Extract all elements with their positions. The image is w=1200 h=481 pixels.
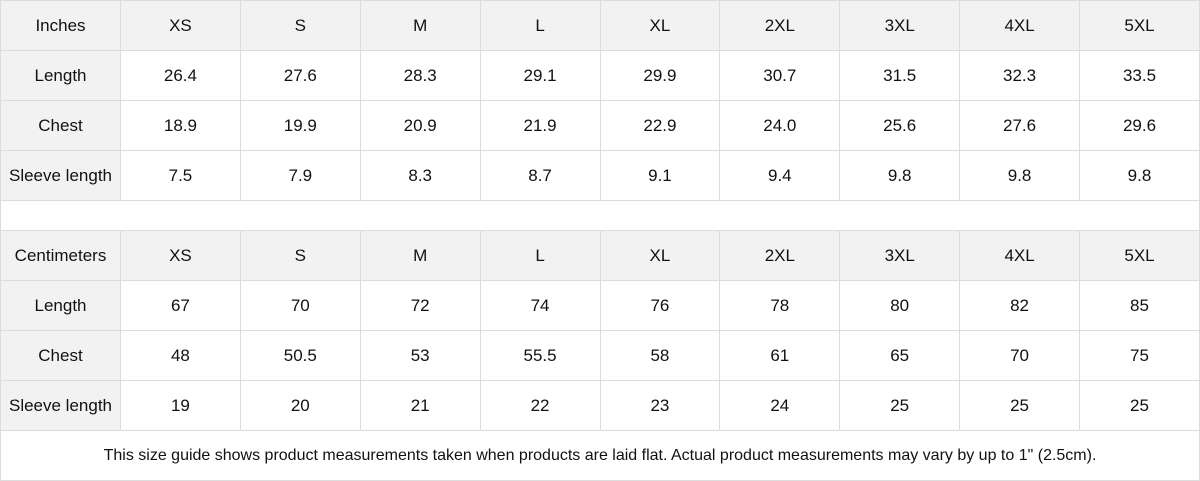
measurement-value: 7.5 — [120, 150, 241, 201]
measurement-label: Chest — [0, 100, 121, 151]
measurement-value: 25 — [959, 380, 1080, 431]
size-header: 3XL — [839, 230, 961, 281]
measurement-value: 9.4 — [719, 150, 841, 201]
measurement-value: 29.6 — [1079, 100, 1200, 151]
measurement-value: 24.0 — [719, 100, 841, 151]
size-header: M — [359, 0, 481, 51]
measurement-value: 8.3 — [359, 150, 481, 201]
table-row: Sleeve length 19 20 21 22 23 24 25 25 25 — [0, 380, 1200, 431]
size-header: XS — [120, 230, 241, 281]
size-header: XL — [599, 230, 721, 281]
measurement-value: 19.9 — [239, 100, 361, 151]
spacer — [0, 200, 1200, 231]
measurement-value: 80 — [839, 280, 961, 331]
measurement-value: 7.9 — [239, 150, 361, 201]
size-header: 4XL — [959, 0, 1080, 51]
size-header: 2XL — [719, 0, 841, 51]
measurement-value: 58 — [599, 330, 721, 381]
measurement-value: 20 — [239, 380, 361, 431]
measurement-value: 82 — [959, 280, 1080, 331]
measurement-value: 30.7 — [719, 50, 841, 101]
measurement-value: 23 — [599, 380, 721, 431]
size-header: 5XL — [1079, 230, 1200, 281]
size-header: XS — [120, 0, 241, 51]
measurement-value: 25 — [839, 380, 961, 431]
measurement-value: 27.6 — [959, 100, 1080, 151]
measurement-value: 28.3 — [359, 50, 481, 101]
measurement-value: 70 — [959, 330, 1080, 381]
measurement-value: 61 — [719, 330, 841, 381]
measurement-value: 33.5 — [1079, 50, 1200, 101]
centimeters-header-row: Centimeters XS S M L XL 2XL 3XL 4XL 5XL — [0, 230, 1200, 281]
size-header: 3XL — [839, 0, 961, 51]
measurement-label: Length — [0, 280, 121, 331]
table-row: Sleeve length 7.5 7.9 8.3 8.7 9.1 9.4 9.8 9.8 9.8 — [0, 150, 1200, 201]
measurement-label: Sleeve length — [0, 150, 121, 201]
size-header: 5XL — [1079, 0, 1200, 51]
measurement-value: 70 — [239, 280, 361, 331]
measurement-value: 19 — [120, 380, 241, 431]
measurement-value: 9.1 — [599, 150, 721, 201]
measurement-value: 25.6 — [839, 100, 961, 151]
measurement-value: 27.6 — [239, 50, 361, 101]
size-header: S — [239, 230, 361, 281]
measurement-value: 48 — [120, 330, 241, 381]
measurement-value: 55.5 — [479, 330, 601, 381]
size-header: XL — [599, 0, 721, 51]
unit-label: Inches — [0, 0, 121, 51]
measurement-value: 85 — [1079, 280, 1200, 331]
measurement-value: 74 — [479, 280, 601, 331]
measurement-value: 26.4 — [120, 50, 241, 101]
measurement-value: 53 — [359, 330, 481, 381]
measurement-value: 65 — [839, 330, 961, 381]
measurement-value: 22 — [479, 380, 601, 431]
measurement-value: 9.8 — [839, 150, 961, 201]
measurement-value: 21 — [359, 380, 481, 431]
table-row: Chest 18.9 19.9 20.9 21.9 22.9 24.0 25.6 27.6 29.… — [0, 100, 1200, 151]
measurement-value: 29.9 — [599, 50, 721, 101]
measurement-value: 9.8 — [959, 150, 1080, 201]
measurement-value: 21.9 — [479, 100, 601, 151]
measurement-value: 20.9 — [359, 100, 481, 151]
measurement-value: 31.5 — [839, 50, 961, 101]
table-row: Length 26.4 27.6 28.3 29.1 29.9 30.7 31.5 32.3 33… — [0, 50, 1200, 101]
measurement-value: 75 — [1079, 330, 1200, 381]
measurement-label: Sleeve length — [0, 380, 121, 431]
measurement-value: 9.8 — [1079, 150, 1200, 201]
measurement-value: 78 — [719, 280, 841, 331]
footnote: This size guide shows product measuremen… — [0, 430, 1200, 481]
size-header: S — [239, 0, 361, 51]
size-header: 4XL — [959, 230, 1080, 281]
measurement-label: Chest — [0, 330, 121, 381]
measurement-value: 24 — [719, 380, 841, 431]
unit-label: Centimeters — [0, 230, 121, 281]
measurement-value: 32.3 — [959, 50, 1080, 101]
spacer-row — [0, 200, 1200, 231]
size-header: 2XL — [719, 230, 841, 281]
size-header: L — [479, 0, 601, 51]
measurement-label: Length — [0, 50, 121, 101]
table-row: Length 67 70 72 74 76 78 80 82 85 — [0, 280, 1200, 331]
size-header: M — [359, 230, 481, 281]
measurement-value: 22.9 — [599, 100, 721, 151]
measurement-value: 67 — [120, 280, 241, 331]
measurement-value: 8.7 — [479, 150, 601, 201]
measurement-value: 29.1 — [479, 50, 601, 101]
measurement-value: 76 — [599, 280, 721, 331]
measurement-value: 18.9 — [120, 100, 241, 151]
inches-header-row: Inches XS S M L XL 2XL 3XL 4XL 5XL — [0, 0, 1200, 51]
table-row: Chest 48 50.5 53 55.5 58 61 65 70 75 — [0, 330, 1200, 381]
measurement-value: 25 — [1079, 380, 1200, 431]
measurement-value: 72 — [359, 280, 481, 331]
measurement-value: 50.5 — [239, 330, 361, 381]
footnote-row: This size guide shows product measuremen… — [0, 430, 1200, 481]
size-header: L — [479, 230, 601, 281]
